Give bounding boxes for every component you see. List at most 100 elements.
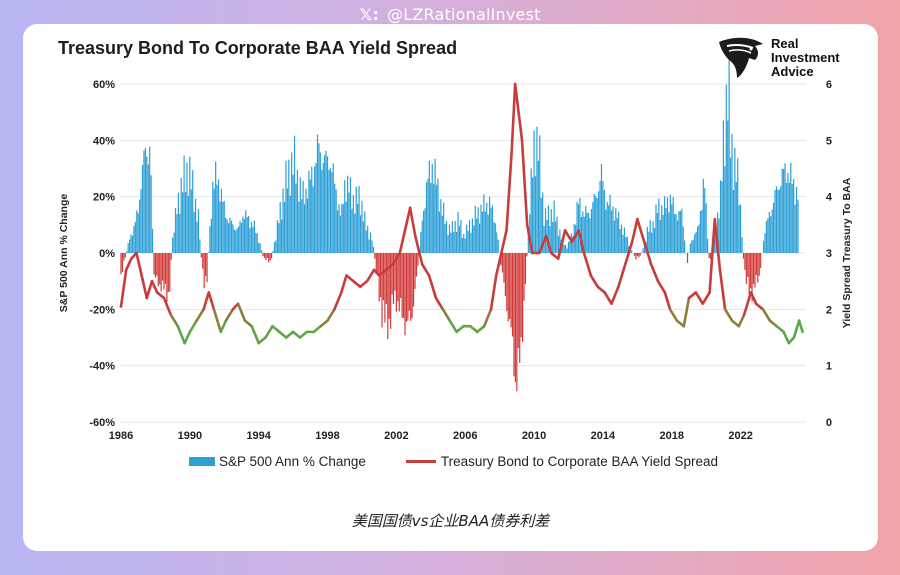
spread-line-segment: [176, 324, 186, 345]
bar: [412, 253, 415, 307]
bar: [600, 163, 603, 253]
spread-line-segment: [610, 285, 620, 306]
bar: [161, 253, 164, 281]
bar: [663, 196, 666, 253]
bar: [149, 146, 151, 253]
bar: [440, 199, 442, 253]
legend-label-spread: Treasury Bond to Corporate BAA Yield Spr…: [440, 454, 719, 469]
spread-line-segment: [384, 262, 395, 272]
bar: [169, 253, 171, 292]
bar: [653, 227, 656, 253]
bar: [755, 253, 757, 275]
bar: [385, 253, 387, 304]
spread-line-segment: [630, 217, 639, 244]
bar: [306, 198, 309, 253]
bar: [321, 169, 323, 253]
bar: [682, 226, 684, 253]
bar: [791, 183, 793, 253]
chart-legend: S&P 500 Ann % Change Treasury Bond to Co…: [189, 454, 758, 469]
bar: [741, 237, 743, 253]
bar: [390, 253, 392, 329]
bar: [124, 253, 126, 258]
bar: [377, 253, 379, 274]
bar: [732, 189, 735, 253]
bar: [665, 207, 667, 253]
spread-line-segment: [264, 324, 274, 339]
bar: [752, 253, 755, 284]
spread-line-segment: [124, 257, 133, 272]
bar: [590, 209, 593, 253]
spread-line-segment: [414, 234, 424, 266]
spread-line-segment: [482, 308, 493, 328]
x-tick-label: 1998: [315, 430, 339, 442]
spread-line-segment: [278, 330, 288, 339]
y-tick-label-left: -20%: [89, 304, 115, 316]
bar: [180, 178, 182, 253]
bar: [532, 177, 534, 253]
bar: [315, 162, 317, 253]
bar: [544, 207, 547, 253]
bar: [424, 208, 426, 253]
bar: [613, 220, 615, 253]
bar: [483, 194, 485, 253]
bar: [760, 253, 762, 269]
chinese-caption: 美国国债vs企业BAA债券利差: [351, 512, 550, 530]
bar: [771, 209, 773, 253]
bar: [649, 220, 651, 253]
bar: [398, 253, 400, 312]
spread-line-segment: [326, 308, 336, 322]
bar: [523, 253, 525, 301]
bar: [209, 225, 211, 253]
bar: [314, 166, 316, 253]
bar: [415, 253, 418, 277]
bar: [233, 229, 235, 253]
bar: [215, 161, 217, 253]
handle-text: @LZRationalInvest: [387, 5, 541, 24]
bar: [557, 235, 560, 253]
bar: [719, 180, 722, 253]
bar: [517, 253, 519, 349]
bar: [521, 253, 524, 342]
bar: [626, 236, 628, 253]
bar: [552, 221, 554, 253]
bar: [250, 221, 253, 253]
bar: [150, 175, 152, 253]
bar: [249, 227, 251, 253]
bar: [127, 243, 129, 253]
bar: [167, 253, 169, 293]
spread-line-segment: [761, 308, 772, 322]
bar: [367, 225, 369, 253]
spread-line-segment: [577, 229, 586, 255]
bar: [123, 253, 125, 261]
bar: [666, 197, 669, 253]
spread-line-segment: [365, 268, 376, 283]
bar: [151, 228, 154, 253]
bar: [480, 204, 482, 253]
bar: [466, 224, 468, 253]
spread-line-segment: [649, 262, 660, 283]
spread-line-segment: [742, 291, 753, 317]
bar: [354, 213, 356, 253]
bar: [748, 253, 750, 300]
bar: [467, 230, 469, 253]
bar: [450, 232, 452, 253]
bar: [734, 147, 736, 253]
bar: [375, 253, 377, 274]
bar: [463, 233, 465, 253]
bar: [272, 250, 274, 253]
bar: [189, 156, 191, 253]
spread-line-segment: [668, 308, 679, 322]
bar: [642, 248, 644, 253]
bar: [212, 181, 214, 253]
bar: [210, 218, 212, 253]
bar: [223, 201, 225, 253]
bar: [146, 156, 148, 253]
bar: [447, 235, 449, 253]
bar: [603, 189, 605, 253]
bar: [622, 234, 624, 253]
bar: [407, 253, 409, 321]
bar: [793, 179, 795, 253]
spread-line-segment: [623, 240, 634, 266]
bar: [369, 232, 372, 253]
spread-line-segment: [420, 262, 431, 277]
